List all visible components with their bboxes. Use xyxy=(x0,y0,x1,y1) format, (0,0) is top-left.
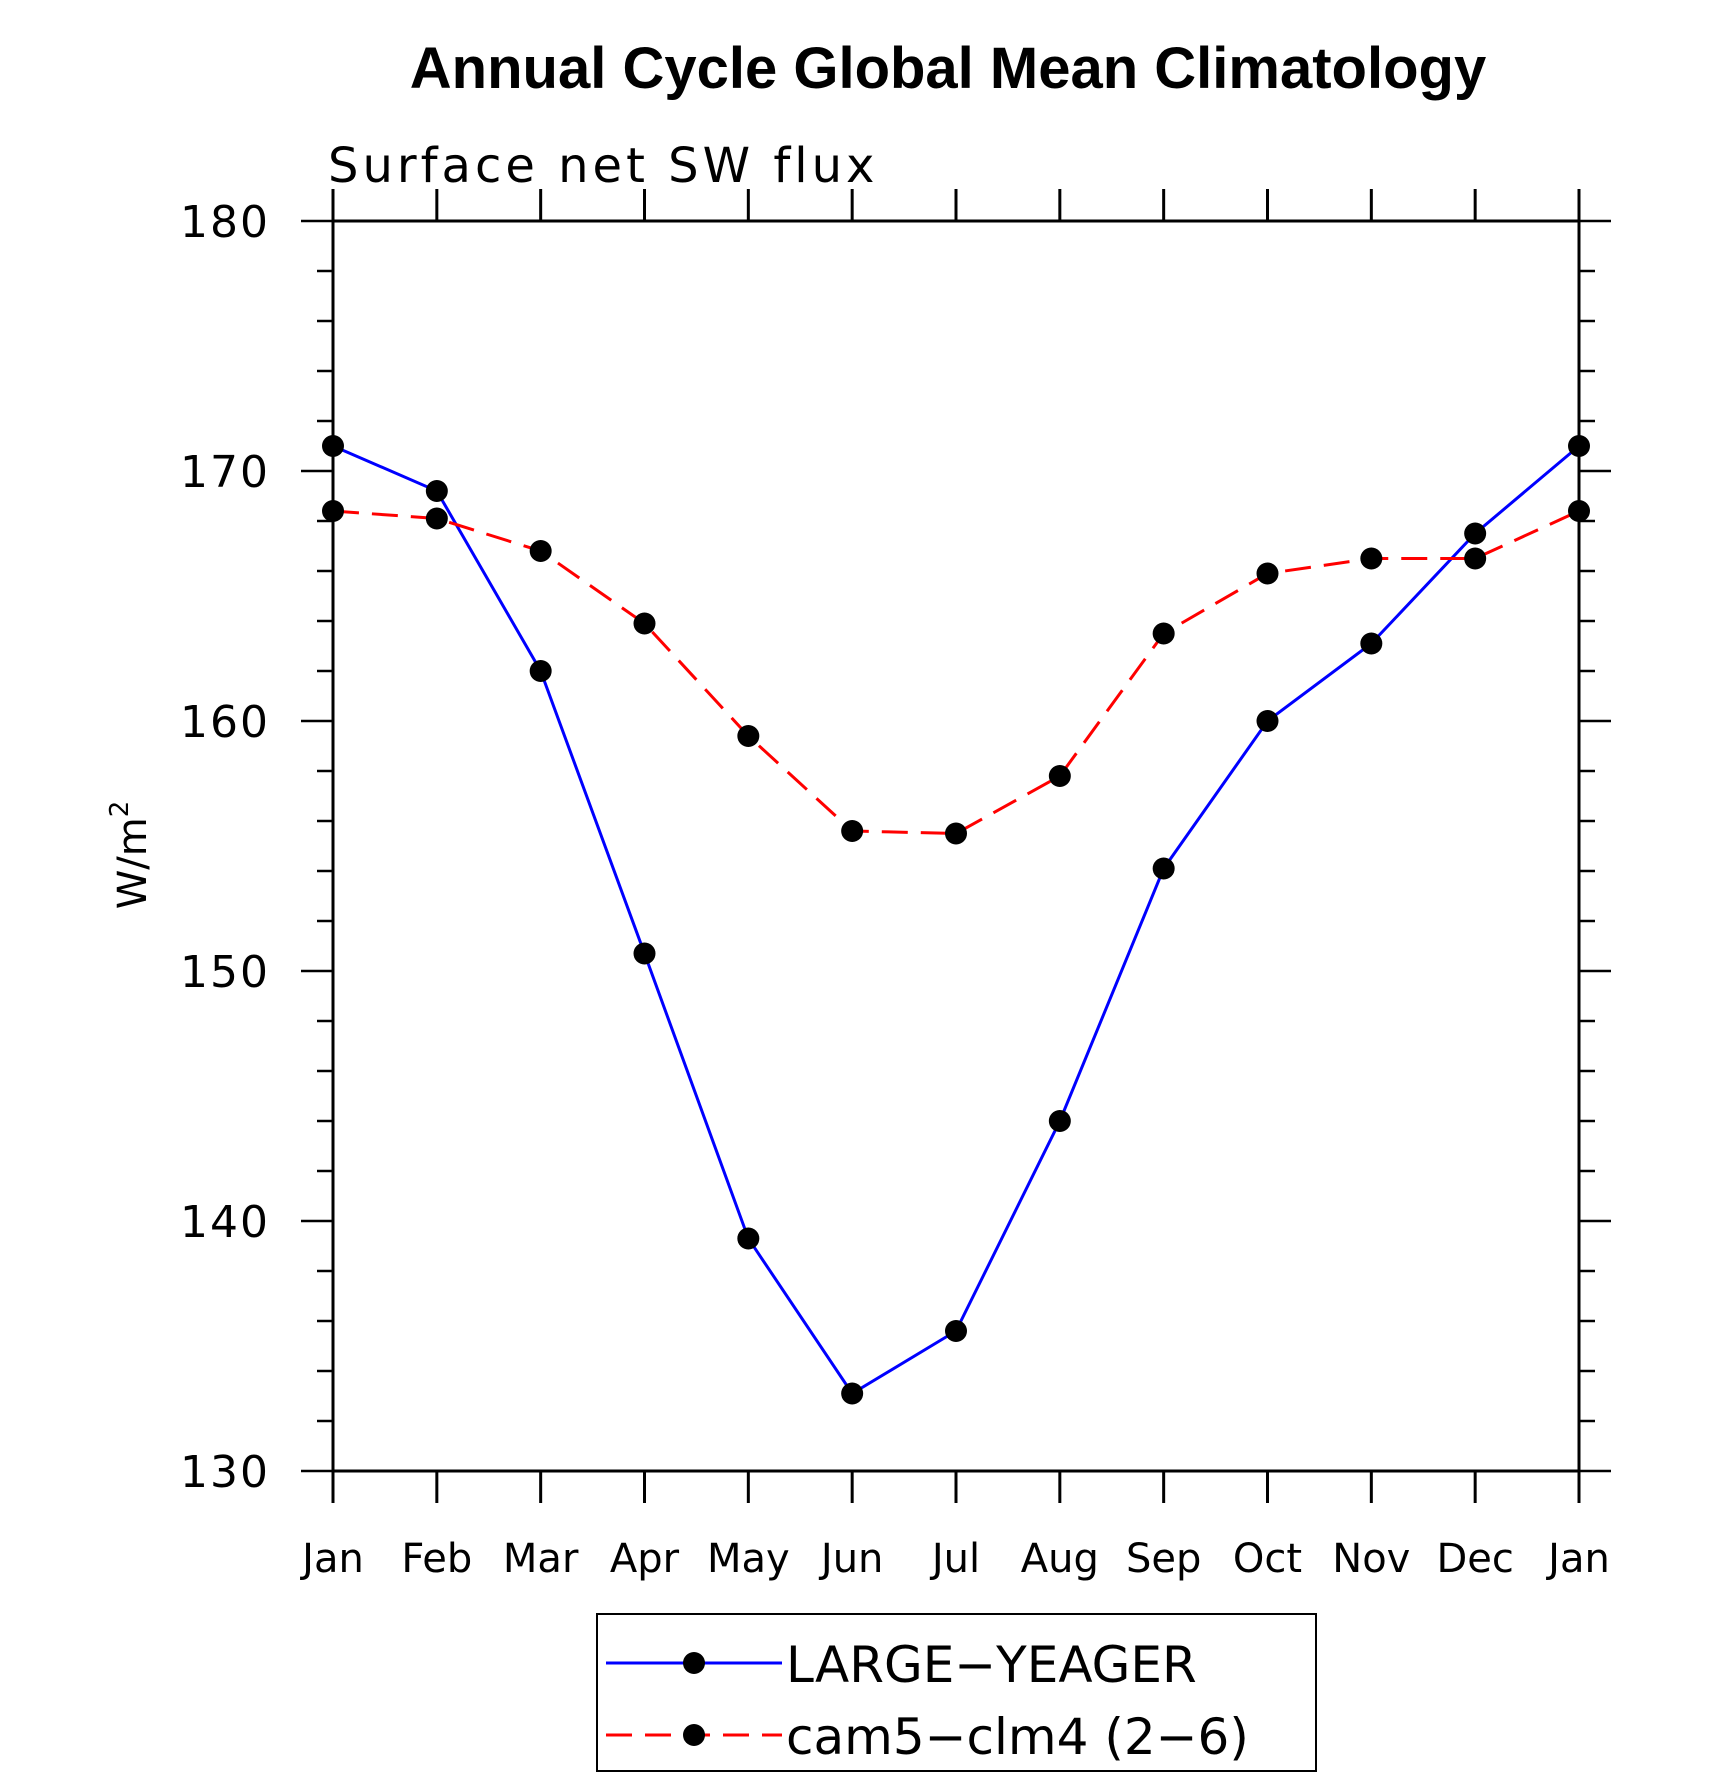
x-tick-label: Jan xyxy=(1545,1536,1610,1582)
x-tick-label: Mar xyxy=(503,1536,579,1582)
data-point xyxy=(1568,500,1590,522)
legend-marker-cam5-clm4 xyxy=(683,1724,705,1746)
plot-frame xyxy=(331,219,1581,1473)
x-tick-label: Jul xyxy=(929,1536,980,1582)
legend-marker-large-yeager xyxy=(683,1652,705,1674)
legend: LARGE−YEAGER cam5−clm4 (2−6) xyxy=(596,1613,1317,1772)
data-point xyxy=(945,1320,967,1342)
data-point xyxy=(425,480,448,502)
y-tick-label: 140 xyxy=(180,1197,270,1248)
data-point xyxy=(945,822,967,845)
x-tick-label: May xyxy=(707,1536,790,1582)
y-tick-label: 130 xyxy=(180,1447,270,1498)
data-series xyxy=(322,435,1590,1405)
x-tick-label: Apr xyxy=(610,1536,680,1582)
x-tick-label: Sep xyxy=(1126,1536,1201,1582)
chart-title: Annual Cycle Global Mean Climatology xyxy=(410,36,1486,101)
y-tick-labels: 130 140 150 160 170 180 xyxy=(180,197,270,1498)
y-axis-label-superscript: 2 xyxy=(105,801,135,818)
data-point xyxy=(322,435,344,457)
data-point xyxy=(425,507,448,530)
data-point xyxy=(1360,547,1383,570)
data-point xyxy=(322,500,344,522)
data-point xyxy=(529,540,552,562)
data-point xyxy=(1464,547,1487,570)
data-point xyxy=(1048,765,1071,787)
x-tick-label: Nov xyxy=(1332,1536,1410,1582)
legend-box xyxy=(596,1613,1317,1772)
legend-label-large-yeager: LARGE−YEAGER xyxy=(786,1636,1197,1694)
x-tick-labels: Jan Feb Mar Apr May Jun Jul Aug Sep Oct Nov Dec Jan xyxy=(299,1536,1610,1582)
data-point xyxy=(1568,435,1590,457)
data-point xyxy=(841,820,864,842)
data-point xyxy=(529,660,552,682)
data-point xyxy=(1152,622,1175,645)
y-tick-label: 170 xyxy=(180,447,270,498)
y-axis-label-text: W/m xyxy=(110,817,156,909)
axis-ticks xyxy=(301,189,1611,1503)
data-point xyxy=(737,725,760,747)
series-line xyxy=(332,509,1580,836)
data-point xyxy=(1048,1110,1071,1132)
y-tick-label: 160 xyxy=(180,697,270,748)
chart-subtitle: Surface net SW flux xyxy=(328,138,878,194)
y-axis-label: W/m2 xyxy=(105,801,156,910)
x-tick-label: Aug xyxy=(1021,1536,1099,1582)
data-point xyxy=(1256,562,1279,585)
x-tick-label: Jun xyxy=(818,1536,884,1582)
svg-text:W/m2: W/m2 xyxy=(105,801,156,910)
data-point xyxy=(1152,857,1175,880)
legend-label-cam5-clm4: cam5−clm4 (2−6) xyxy=(786,1708,1249,1766)
x-tick-label: Feb xyxy=(401,1536,472,1582)
data-point xyxy=(1256,710,1279,732)
data-point xyxy=(1360,632,1383,655)
data-point xyxy=(737,1227,760,1250)
data-point xyxy=(1464,522,1487,545)
x-tick-label: Oct xyxy=(1233,1536,1302,1582)
x-tick-label: Jan xyxy=(299,1536,364,1582)
data-point xyxy=(633,612,656,635)
data-point xyxy=(841,1382,864,1405)
y-tick-label: 150 xyxy=(180,947,270,998)
x-tick-label: Dec xyxy=(1436,1536,1513,1582)
y-tick-label: 180 xyxy=(180,197,270,248)
data-point xyxy=(633,942,656,965)
series-line xyxy=(332,444,1580,1396)
